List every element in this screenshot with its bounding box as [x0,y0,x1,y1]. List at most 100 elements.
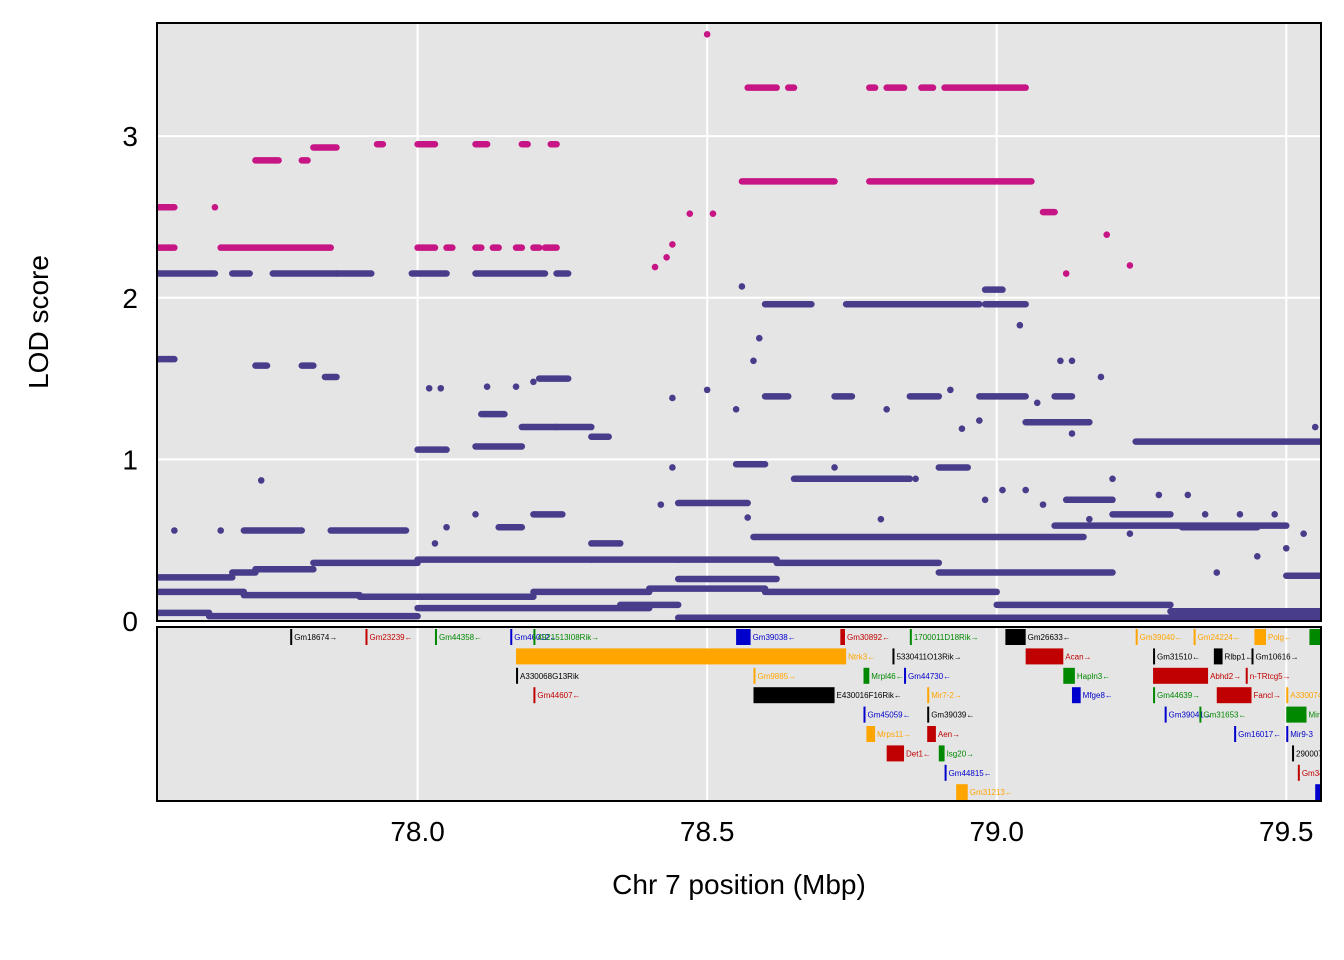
gene-label: Mir7-2→ [931,691,962,700]
x-tick-label: 79.0 [969,816,1024,847]
gene-label: Aen→ [938,730,960,739]
data-point [1236,511,1244,518]
gene-bar [886,745,905,762]
gene: Rlbp1← [1213,648,1253,665]
gene-label: Mfge8← [1083,691,1113,700]
gene: Gm18674→ [290,629,337,645]
gene-bar [1025,648,1064,665]
y-tick-label: 2 [122,283,138,314]
data-point [257,477,265,484]
plot-panel [157,23,1321,621]
gene-label: Mrpl46← [871,672,903,681]
gene: Gm44815← [944,764,992,781]
gene: Gm39038← [736,629,796,645]
gene-label: Gm23239← [369,633,412,642]
x-tick-label: 79.5 [1259,816,1314,847]
data-point [958,425,966,432]
data-point [443,523,450,531]
data-point [947,386,954,394]
data-point [703,386,711,394]
gene-bar [533,629,536,645]
gene-bar [909,629,912,645]
data-point [669,241,676,248]
gene-label: Gm16017← [1238,730,1281,739]
data-point [1282,544,1290,552]
series [157,270,1321,621]
gene-bar [944,764,947,781]
gene-bar [866,726,876,742]
data-point [530,378,537,386]
gene: 5330411O13Rik→ [892,648,962,665]
y-axis: 0 1 2 3 [122,121,138,637]
gene-bar [1193,629,1196,645]
gene-track: Gm18674→ Gm23239← Gm44358← Gm46012←4921513I… [290,629,1344,801]
gene: n-TRtcg5→ [1245,667,1291,684]
gene-label: E430016F16Rik← [837,691,902,700]
gene: 4921513I08Rik→ [533,629,599,645]
data-point [877,515,885,523]
gene: Polg← [1254,629,1292,645]
data-point [981,496,989,504]
gene: Hapln3← [1063,667,1110,684]
gene-label: Mir9-3 [1290,730,1313,739]
data-point [912,475,919,483]
gene-label: Fancl→ [1254,691,1282,700]
data-point [1109,475,1116,483]
gene: Mir9-3 [1286,726,1313,742]
gene-bar [1251,648,1254,665]
gene-bar [736,629,751,645]
data-point [1097,373,1105,381]
gene-bar [1071,687,1081,704]
gene-label: 1700011D18Rik→ [914,633,979,642]
data-point [1300,530,1307,538]
data-point [1057,357,1064,365]
gene-label: Gm44730← [908,672,951,681]
gene-bar [1286,726,1289,742]
gene: E430016F16Rik← [753,687,902,704]
gene-label: Gm44639→ [1157,691,1200,700]
data-point [437,384,445,392]
gene: Ntrk3← [516,648,875,665]
y-axis-label: LOD score [23,255,54,389]
gene-bar [1063,667,1075,684]
gene: A330068G13Rik [516,667,580,684]
gene-bar [927,726,936,742]
gene-label: A330068G13Rik [520,672,580,681]
data-point [1039,501,1047,508]
gene-bar [1164,706,1167,723]
gene-bar [863,667,870,684]
gene-label: A330074K22Rik [1290,691,1344,700]
gene-label: Gm46012← [514,633,557,642]
gene: Gm44607← [533,687,581,704]
gene-bar [290,629,293,645]
data-point [744,514,751,521]
gene-bar [840,629,845,645]
gene-bar [510,629,513,645]
gene-label: Gm31653← [1203,711,1246,720]
gene-bar [1153,667,1209,684]
gene: Gm9885→ [753,667,796,684]
data-point [217,527,225,534]
gene: Gm26633← [1005,629,1071,645]
gene: Mrps11→ [866,726,911,742]
data-point [750,357,757,365]
gene: Gm44730← [904,667,951,684]
gene: Abhd2→ [1153,667,1241,684]
gene-label: Abhd2→ [1210,672,1241,681]
data-point [1016,321,1024,329]
gene-label: Gm34086 [1302,769,1338,778]
data-point [1062,270,1070,277]
gene-bar [956,784,968,801]
y-tick-label: 3 [122,121,138,152]
gene-bar [1216,687,1252,704]
gene: Acan→ [1025,648,1092,665]
gene-label: Acan→ [1065,652,1091,661]
gene: Gm45059← [863,706,911,723]
gene-bar [1135,629,1138,645]
data-point [483,383,491,390]
gene-bar [927,706,930,723]
gene-bar [533,687,536,704]
y-tick-label: 0 [122,606,138,637]
gene: Gm44639→ [1153,687,1200,704]
